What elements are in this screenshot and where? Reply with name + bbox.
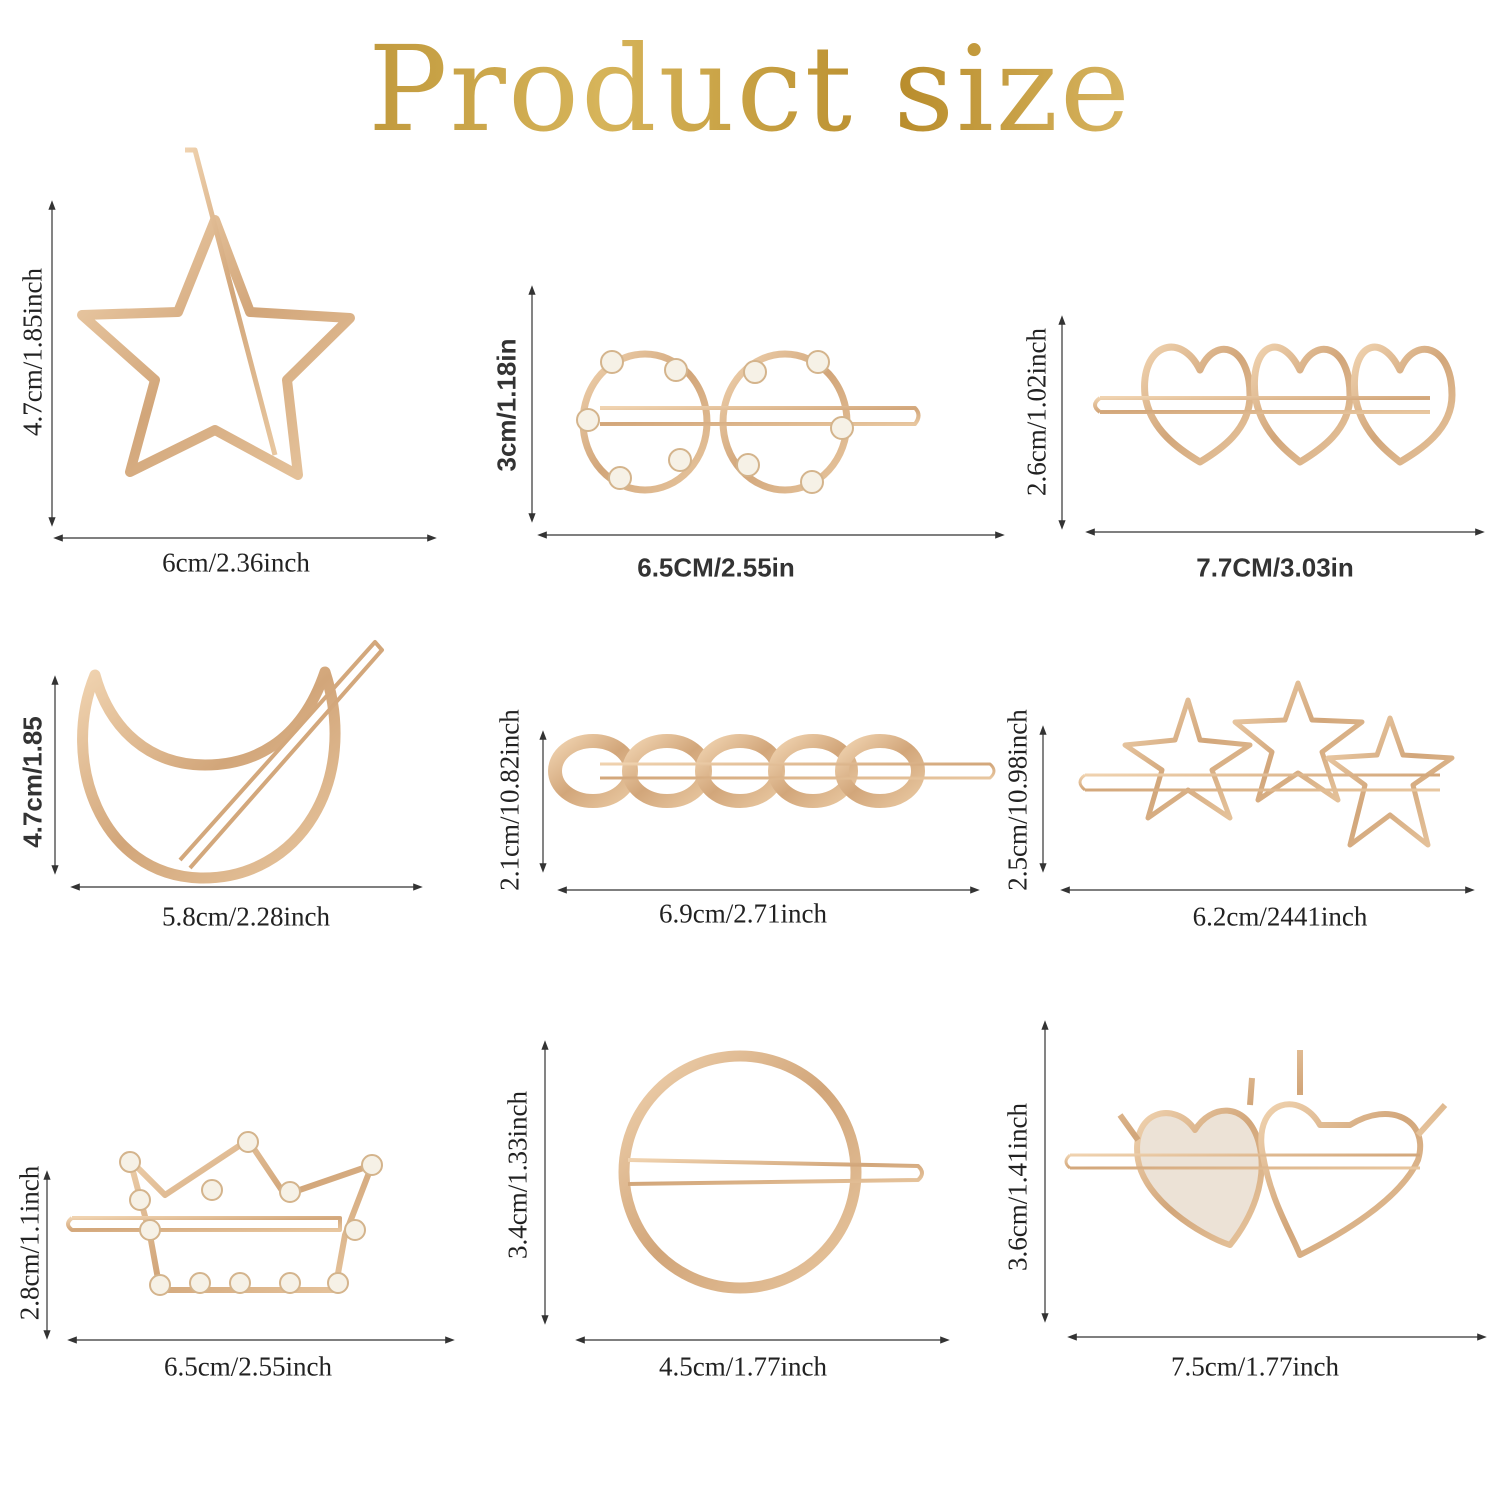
triple-star-clip — [1078, 680, 1455, 848]
star-clip — [77, 147, 355, 480]
moon-height-label: 4.7cm/1.85 — [17, 716, 48, 848]
pearl-bow-width-label: 6.5CM/2.55in — [637, 552, 795, 583]
triple-heart-clip — [1093, 343, 1456, 466]
moon-width-label: 5.8cm/2.28inch — [162, 901, 330, 932]
chain-clip — [548, 734, 996, 808]
devil-hearts-width-label: 7.5cm/1.77inch — [1171, 1351, 1339, 1382]
devil-hearts-height-label: 3.6cm/1.41inch — [1002, 1103, 1033, 1271]
triple-heart-width-label: 7.7CM/3.03in — [1196, 552, 1354, 583]
moon-clip — [77, 640, 384, 884]
circle-width-label: 4.5cm/1.77inch — [659, 1351, 827, 1382]
triple-star-height-label: 2.5cm/10.98inch — [1002, 709, 1033, 891]
circle-clip — [618, 1050, 924, 1294]
star-width-label: 6cm/2.36inch — [162, 547, 310, 578]
pearls — [119, 350, 854, 1296]
triple-heart-height-label: 2.6cm/1.02inch — [1021, 328, 1052, 496]
pearl-crown-clip — [66, 1137, 375, 1293]
devil-hearts-clip — [1064, 1050, 1448, 1258]
circle-height-label: 3.4cm/1.33inch — [502, 1091, 533, 1259]
pearl-crown-width-label: 6.5cm/2.55inch — [164, 1351, 332, 1382]
chain-height-label: 2.1cm/10.82inch — [494, 709, 525, 891]
pearl-crown-height-label: 2.8cm/1.1inch — [14, 1165, 45, 1321]
pearl-bow-height-label: 3cm/1.18in — [491, 338, 522, 472]
star-height-label: 4.7cm/1.85inch — [17, 268, 48, 436]
dimension-lines — [43, 200, 1487, 1344]
chain-width-label: 6.9cm/2.71inch — [659, 898, 827, 929]
triple-star-width-label: 6.2cm/2441inch — [1192, 901, 1368, 932]
page-title: Product size — [0, 20, 1500, 158]
